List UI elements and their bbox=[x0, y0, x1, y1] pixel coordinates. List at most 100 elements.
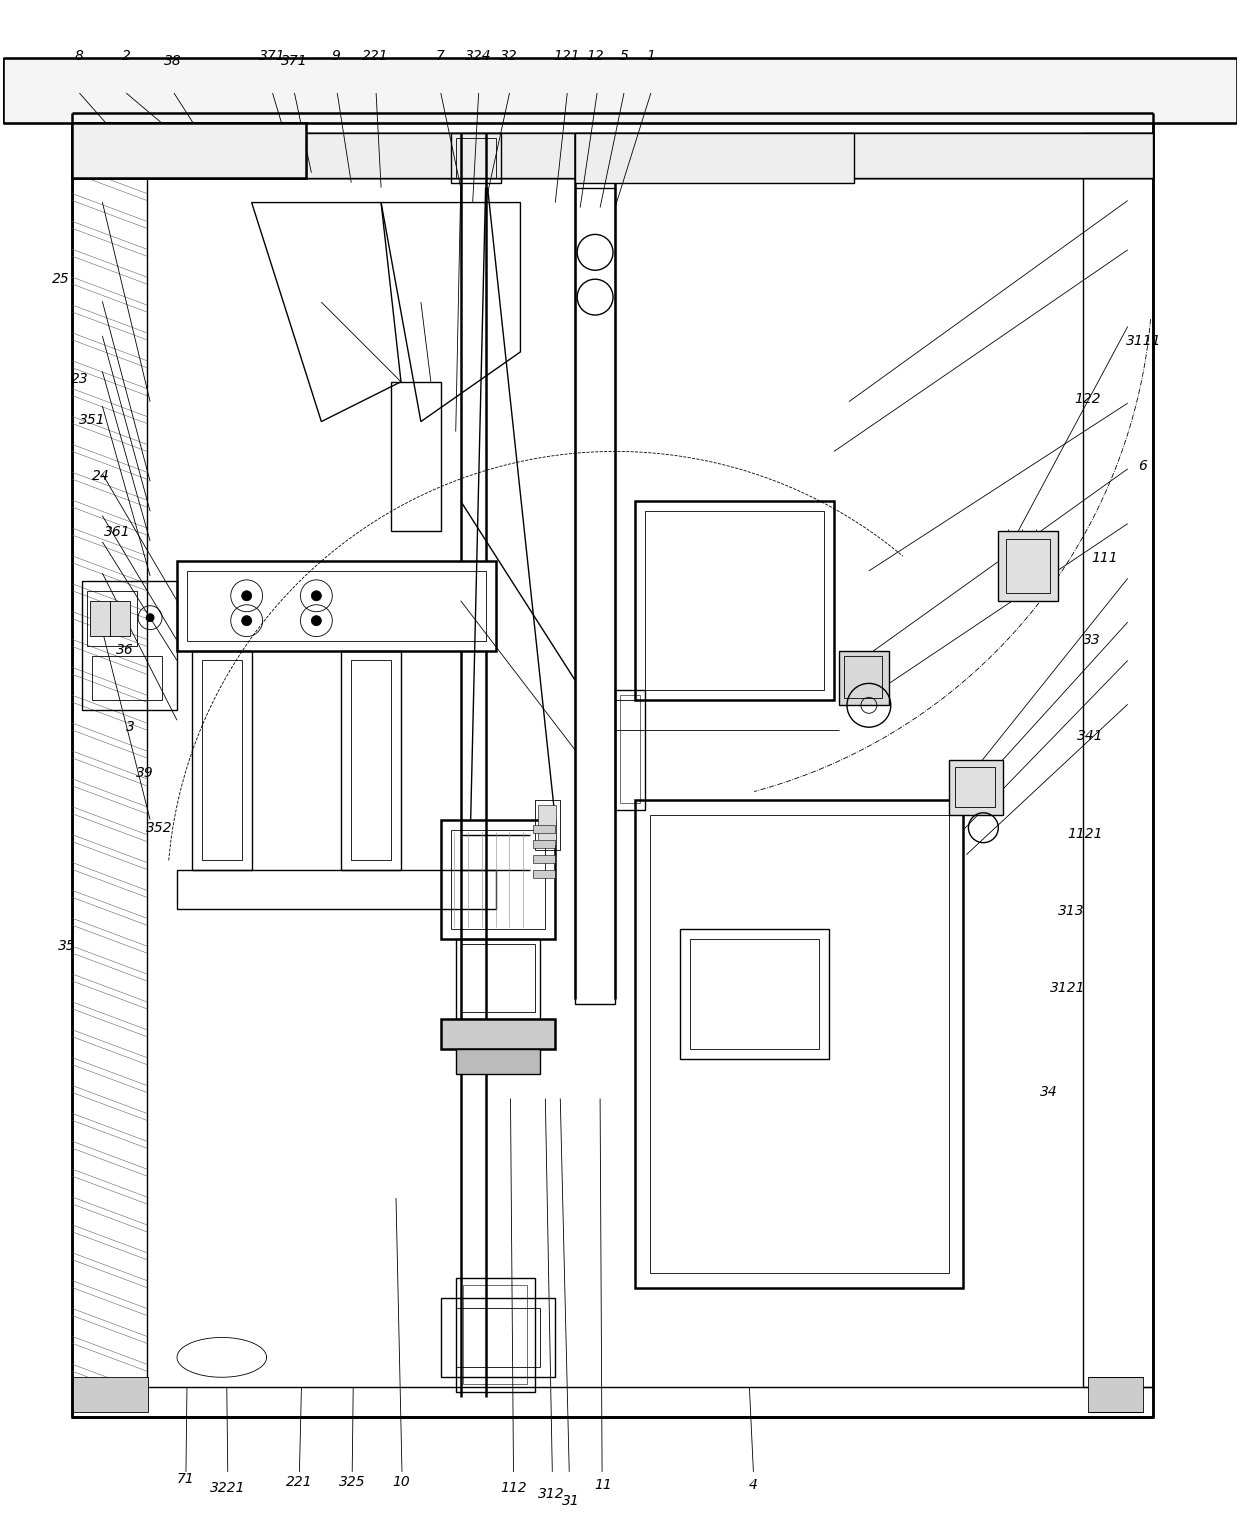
Text: 35: 35 bbox=[58, 939, 76, 953]
Text: 122: 122 bbox=[1074, 393, 1101, 407]
Text: 4: 4 bbox=[749, 1478, 758, 1492]
Bar bbox=[1083, 132, 1153, 1388]
Text: 8: 8 bbox=[74, 49, 84, 63]
Text: 36: 36 bbox=[117, 644, 134, 658]
Text: 5: 5 bbox=[619, 49, 629, 63]
Bar bbox=[82, 581, 177, 710]
Text: 312: 312 bbox=[538, 1488, 564, 1501]
Bar bbox=[72, 132, 1153, 177]
Text: 34: 34 bbox=[1039, 1086, 1058, 1100]
Bar bbox=[1087, 1377, 1142, 1412]
Bar bbox=[456, 1049, 541, 1073]
Text: 313: 313 bbox=[1058, 904, 1085, 918]
Text: 3121: 3121 bbox=[1049, 981, 1085, 995]
Bar bbox=[456, 939, 541, 1019]
Bar bbox=[440, 819, 556, 939]
Bar bbox=[440, 1298, 556, 1377]
Text: 371: 371 bbox=[259, 49, 285, 63]
Text: 24: 24 bbox=[92, 468, 109, 482]
Text: 341: 341 bbox=[1076, 730, 1104, 744]
Bar bbox=[451, 132, 501, 183]
Bar bbox=[538, 805, 557, 844]
Bar bbox=[533, 855, 556, 862]
Text: 371: 371 bbox=[280, 54, 308, 68]
Bar bbox=[998, 531, 1058, 601]
Bar bbox=[635, 500, 835, 701]
Text: 3221: 3221 bbox=[210, 1481, 246, 1495]
Text: 10: 10 bbox=[393, 1475, 410, 1489]
Bar bbox=[461, 944, 536, 1012]
Bar bbox=[110, 601, 130, 636]
Bar bbox=[533, 839, 556, 847]
Bar bbox=[91, 601, 110, 636]
Text: 111: 111 bbox=[1091, 551, 1118, 565]
Circle shape bbox=[242, 591, 252, 601]
Text: 9: 9 bbox=[331, 49, 341, 63]
Bar bbox=[533, 825, 556, 833]
Text: 1: 1 bbox=[646, 49, 655, 63]
Text: 23: 23 bbox=[71, 373, 88, 387]
Bar bbox=[2, 59, 1238, 123]
Bar bbox=[306, 132, 1153, 177]
Text: 7: 7 bbox=[435, 49, 444, 63]
Bar bbox=[72, 132, 148, 1388]
Text: 32: 32 bbox=[500, 49, 518, 63]
Bar bbox=[177, 870, 496, 910]
Bar bbox=[536, 799, 560, 850]
Bar bbox=[615, 690, 645, 810]
Text: 38: 38 bbox=[164, 54, 182, 68]
Bar bbox=[575, 188, 615, 1004]
Bar bbox=[839, 650, 889, 705]
Bar bbox=[351, 661, 391, 859]
Circle shape bbox=[311, 616, 321, 625]
Text: 11: 11 bbox=[594, 1478, 611, 1492]
Bar bbox=[1007, 539, 1050, 593]
Text: 221: 221 bbox=[285, 1475, 312, 1489]
Bar bbox=[72, 112, 1153, 1417]
Text: 31: 31 bbox=[562, 1494, 579, 1508]
Bar bbox=[341, 650, 401, 870]
Circle shape bbox=[242, 616, 252, 625]
Text: 121: 121 bbox=[553, 49, 580, 63]
Text: 112: 112 bbox=[501, 1481, 527, 1495]
Bar bbox=[575, 132, 854, 183]
Text: 6: 6 bbox=[1138, 459, 1147, 473]
Text: 324: 324 bbox=[465, 49, 491, 63]
Text: 3: 3 bbox=[126, 721, 135, 735]
Bar bbox=[440, 1019, 556, 1049]
Bar bbox=[844, 656, 882, 698]
Bar bbox=[533, 870, 556, 878]
Bar bbox=[456, 139, 496, 177]
Bar bbox=[202, 661, 242, 859]
Bar bbox=[620, 696, 640, 802]
Bar bbox=[949, 761, 1003, 815]
Text: 71: 71 bbox=[176, 1472, 195, 1486]
Bar bbox=[87, 591, 138, 645]
Circle shape bbox=[311, 591, 321, 601]
Bar bbox=[72, 132, 306, 177]
Bar bbox=[451, 830, 546, 929]
Bar bbox=[645, 511, 825, 690]
Bar bbox=[391, 382, 440, 531]
Bar bbox=[456, 1307, 541, 1368]
Bar bbox=[680, 929, 830, 1058]
Text: 3111: 3111 bbox=[1126, 334, 1162, 348]
Text: 221: 221 bbox=[362, 49, 389, 63]
Bar bbox=[456, 1278, 536, 1392]
Bar bbox=[635, 799, 963, 1287]
Text: 25: 25 bbox=[52, 273, 69, 286]
Bar bbox=[73, 1377, 148, 1412]
Text: 351: 351 bbox=[79, 413, 105, 428]
Text: 361: 361 bbox=[104, 525, 130, 539]
Text: 325: 325 bbox=[339, 1475, 366, 1489]
Bar bbox=[92, 656, 162, 701]
Bar bbox=[192, 650, 252, 870]
Bar bbox=[187, 571, 486, 641]
Bar bbox=[689, 939, 820, 1049]
Bar bbox=[956, 767, 996, 807]
Text: 33: 33 bbox=[1083, 633, 1101, 647]
Bar bbox=[650, 815, 949, 1272]
Text: 352: 352 bbox=[146, 821, 172, 835]
Bar bbox=[72, 123, 306, 177]
Text: 12: 12 bbox=[587, 49, 604, 63]
